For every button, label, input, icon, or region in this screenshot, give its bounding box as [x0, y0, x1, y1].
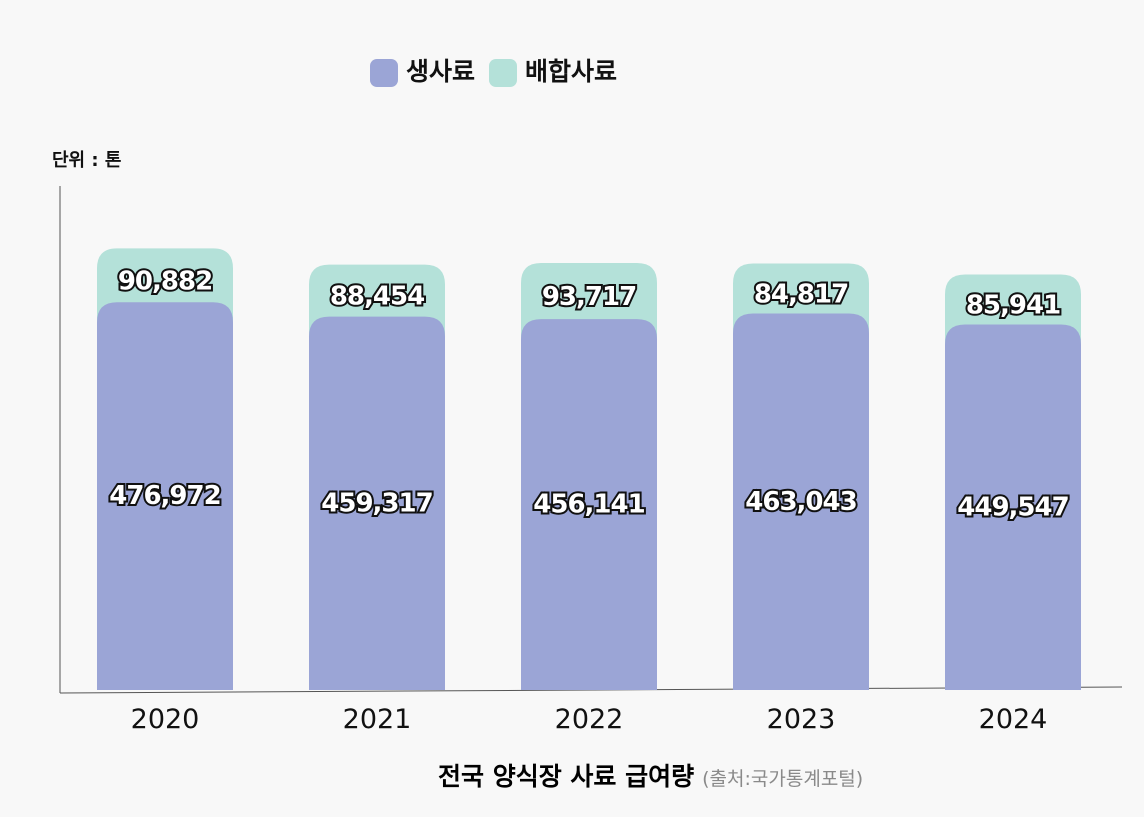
source-note: (출처:국가통계포털): [702, 768, 864, 790]
legend-swatch-baehapsaryo: [489, 59, 518, 87]
data-label-saengsaryo-2022: 456,141: [533, 490, 644, 520]
data-label-baehapsaryo-2021: 88,454: [330, 282, 424, 312]
data-label-baehapsaryo-2022: 93,717: [542, 282, 636, 312]
chart-title: 전국 양식장 사료 급여량: [438, 762, 695, 791]
x-tick-label-2024: 2024: [979, 704, 1048, 735]
bar-saengsaryo-2020: [97, 302, 233, 690]
bar-saengsaryo-2024: [945, 324, 1081, 690]
bar-saengsaryo-2022: [521, 319, 657, 690]
data-label-saengsaryo-2020: 476,972: [109, 481, 220, 511]
legend-item-baehapsaryo: 배합사료: [489, 52, 617, 88]
data-label-saengsaryo-2023: 463,043: [745, 487, 856, 517]
data-label-baehapsaryo-2024: 85,941: [966, 291, 1060, 321]
chart-title-block: 전국 양식장 사료 급여량 (출처:국가통계포털): [438, 757, 863, 793]
legend: 생사료 배합사료: [370, 52, 617, 88]
legend-label-saengsaryo: 생사료: [406, 57, 476, 86]
x-tick-label-2022: 2022: [555, 704, 624, 735]
unit-label: 단위 : 톤: [52, 150, 122, 171]
legend-item-saengsaryo: 생사료: [370, 52, 475, 88]
x-tick-label-2021: 2021: [343, 704, 412, 735]
bar-saengsaryo-2023: [733, 313, 869, 690]
legend-swatch-saengsaryo: [370, 59, 398, 87]
data-label-baehapsaryo-2023: 84,817: [754, 280, 848, 310]
x-tick-label-2023: 2023: [767, 704, 836, 735]
data-label-saengsaryo-2024: 449,547: [957, 492, 1068, 522]
data-label-baehapsaryo-2020: 90,882: [118, 266, 212, 296]
bar-saengsaryo-2021: [309, 316, 445, 690]
x-tick-label-2020: 2020: [131, 704, 200, 735]
legend-label-baehapsaryo: 배합사료: [525, 57, 618, 86]
data-label-saengsaryo-2021: 459,317: [321, 488, 432, 518]
